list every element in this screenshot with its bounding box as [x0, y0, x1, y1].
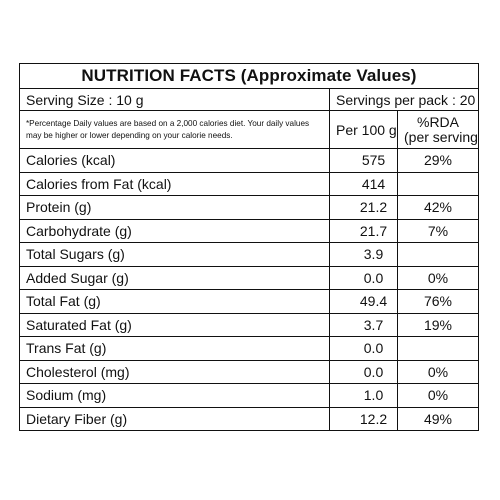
nutrient-row: Calories (kcal) 575 29%	[19, 148, 480, 173]
rda-header-line1: %RDA	[417, 113, 460, 130]
nutrient-row: Cholesterol (mg) 0.0 0%	[19, 359, 480, 384]
nutrient-rda	[396, 242, 480, 267]
nutrient-name: Calories (kcal)	[19, 148, 330, 173]
nutrient-rda: 49%	[396, 406, 480, 431]
nutrient-name: Saturated Fat (g)	[19, 312, 330, 337]
nutrient-rda	[396, 336, 480, 361]
rda-header: %RDA (per serving)	[396, 110, 480, 149]
daily-values-footnote: *Percentage Daily values are based on a …	[19, 110, 330, 149]
nutrient-row: Trans Fat (g) 0.0	[19, 336, 480, 361]
per-100g-header: Per 100 g	[329, 110, 398, 149]
nutrient-per-100g: 12.2	[329, 406, 398, 431]
nutrient-row: Protein (g) 21.2 42%	[19, 195, 480, 220]
nutrient-row: Carbohydrate (g) 21.7 7%	[19, 218, 480, 243]
rda-header-line2: (per serving)	[404, 128, 479, 145]
nutrient-per-100g: 575	[329, 148, 398, 173]
nutrient-name: Protein (g)	[19, 195, 330, 220]
table-title: NUTRITION FACTS (Approximate Values)	[18, 63, 480, 89]
nutrient-row: Added Sugar (g) 0.0 0%	[19, 265, 480, 290]
nutrient-per-100g: 414	[329, 171, 398, 196]
nutrient-rda: 0%	[396, 265, 480, 290]
nutrient-per-100g: 21.7	[329, 218, 398, 243]
nutrient-name: Total Sugars (g)	[19, 242, 330, 267]
nutrient-per-100g: 3.9	[329, 242, 398, 267]
nutrient-row: Total Sugars (g) 3.9	[19, 242, 480, 267]
nutrient-per-100g: 21.2	[329, 195, 398, 220]
nutrient-name: Added Sugar (g)	[19, 265, 330, 290]
nutrient-row: Saturated Fat (g) 3.7 19%	[19, 312, 480, 337]
nutrient-rows: Calories (kcal) 575 29% Calories from Fat (…	[19, 148, 480, 431]
nutrient-row: Calories from Fat (kcal) 414	[19, 171, 480, 196]
nutrition-facts-table: NUTRITION FACTS (Approximate Values) Ser…	[18, 63, 480, 431]
column-header-row: *Percentage Daily values are based on a …	[19, 110, 480, 149]
nutrient-per-100g: 0.0	[329, 336, 398, 361]
servings-per-pack: Servings per pack : 20	[328, 88, 480, 111]
title-row: NUTRITION FACTS (Approximate Values)	[18, 63, 480, 89]
serving-row: Serving Size : 10 g Servings per pack : …	[19, 88, 480, 111]
nutrient-rda: 0%	[396, 383, 480, 408]
nutrient-rda: 29%	[396, 148, 480, 173]
nutrient-per-100g: 1.0	[329, 383, 398, 408]
nutrient-per-100g: 3.7	[329, 312, 398, 337]
nutrient-name: Total Fat (g)	[19, 289, 330, 314]
nutrient-row: Dietary Fiber (g) 12.2 49%	[19, 406, 480, 431]
nutrient-rda: 76%	[396, 289, 480, 314]
nutrient-name: Sodium (mg)	[19, 383, 330, 408]
nutrient-name: Trans Fat (g)	[19, 336, 330, 361]
nutrient-rda: 7%	[396, 218, 480, 243]
nutrient-per-100g: 0.0	[329, 265, 398, 290]
nutrient-rda: 19%	[396, 312, 480, 337]
nutrient-rda	[396, 171, 480, 196]
nutrient-per-100g: 49.4	[329, 289, 398, 314]
nutrient-row: Sodium (mg) 1.0 0%	[19, 383, 480, 408]
nutrient-name: Cholesterol (mg)	[19, 359, 330, 384]
nutrient-per-100g: 0.0	[329, 359, 398, 384]
nutrient-rda: 42%	[396, 195, 480, 220]
nutrient-row: Total Fat (g) 49.4 76%	[19, 289, 480, 314]
serving-size: Serving Size : 10 g	[19, 88, 330, 111]
nutrient-name: Dietary Fiber (g)	[19, 406, 330, 431]
nutrient-name: Carbohydrate (g)	[19, 218, 330, 243]
nutrient-name: Calories from Fat (kcal)	[19, 171, 330, 196]
nutrient-rda: 0%	[396, 359, 480, 384]
